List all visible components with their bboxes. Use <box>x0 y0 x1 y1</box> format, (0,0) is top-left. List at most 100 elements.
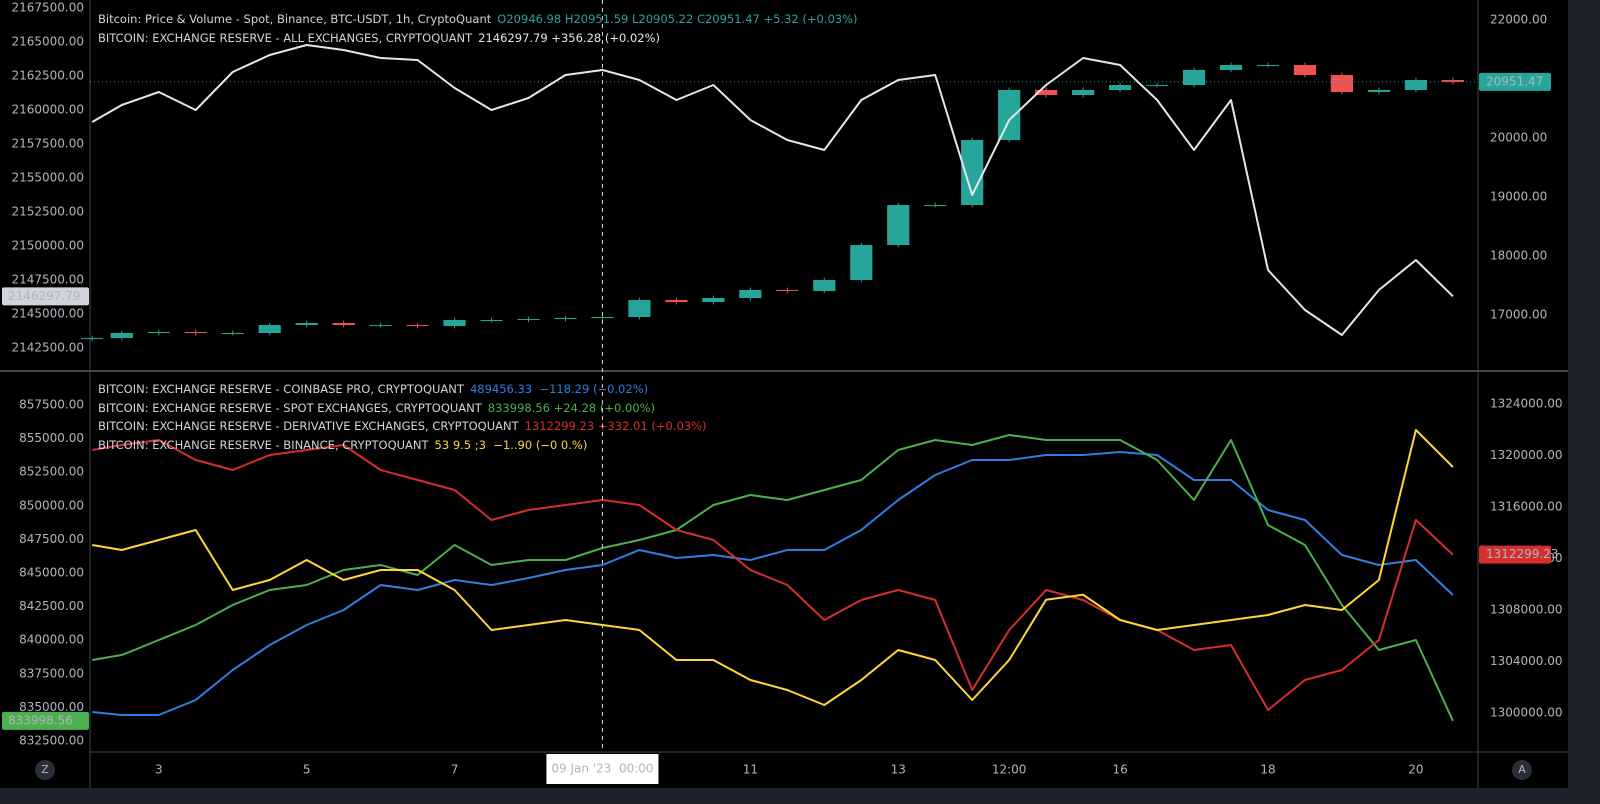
y-tick-label: 857500.00 <box>19 397 84 411</box>
x-tick-label: 18 <box>1260 763 1275 777</box>
y2-tick-label: 19000.00 <box>1490 190 1547 204</box>
candle-body <box>406 325 429 327</box>
candle-body <box>1072 89 1095 95</box>
candle-body <box>184 332 207 334</box>
y-tick-label: 835000.00 <box>19 700 84 714</box>
last-value-label: 1312299.23 <box>1486 547 1559 561</box>
y2-tick-label: 22000.00 <box>1490 13 1547 27</box>
y-tick-label: 2165000.00 <box>11 35 84 49</box>
y-tick-label: 845000.00 <box>19 565 84 579</box>
candle-body <box>110 333 133 339</box>
x-tick-label: 7 <box>451 763 459 777</box>
last-value-label: 2146297.79 <box>8 289 81 303</box>
candle-body <box>443 320 466 327</box>
y-tick-label: 842500.00 <box>19 599 84 613</box>
y-tick-label: 832500.00 <box>19 733 84 747</box>
y-tick-label: 2142500.00 <box>11 340 84 354</box>
candle-body <box>887 205 910 246</box>
candle-body <box>1256 65 1280 67</box>
candle-body <box>517 319 540 321</box>
y2-tick-label: 1316000.00 <box>1490 499 1563 513</box>
scale-button-label[interactable]: Z <box>41 763 49 776</box>
candle-body <box>665 300 688 303</box>
series-line <box>91 44 1454 336</box>
candle-body <box>739 289 762 299</box>
x-tick-label: 13 <box>891 763 906 777</box>
candle-body <box>1182 69 1206 86</box>
candle-body <box>480 320 503 322</box>
last-value-box <box>1479 72 1551 91</box>
y-tick-label: 837500.00 <box>19 666 84 680</box>
series-line <box>92 429 1454 706</box>
legend-name: BITCOIN: EXCHANGE RESERVE - SPOT EXCHANG… <box>98 401 483 415</box>
candle-body <box>776 289 799 291</box>
y-tick-label: 840000.00 <box>19 633 84 647</box>
series-line <box>92 451 1454 716</box>
y2-tick-label: 1324000.00 <box>1490 396 1563 410</box>
y-tick-label: 850000.00 <box>19 498 84 512</box>
last-value-box <box>2 711 89 730</box>
legend-name: Bitcoin: Price & Volume - Spot, Binance,… <box>98 12 492 26</box>
auto-button[interactable] <box>1512 760 1532 780</box>
y-tick-label: 2162500.00 <box>11 69 84 83</box>
legend-values: 833998.56 +24.28 (+0.00%) <box>488 401 655 415</box>
chart-background <box>0 0 1568 788</box>
legend-name: BITCOIN: EXCHANGE RESERVE - DERIVATIVE E… <box>98 419 520 433</box>
x-tick-label: 12:00 <box>992 763 1027 777</box>
legend-values: O20946.98 H20951.59 L20905.22 C20951.47 … <box>497 12 857 26</box>
candle-body <box>1145 85 1169 87</box>
legend-values: 1312299.23 +332.01 (+0.03%) <box>525 419 707 433</box>
candle-body <box>924 205 947 207</box>
x-tick-label: 20 <box>1408 763 1423 777</box>
legend-values: 53 9.5 ;3 −1..90 (−0 0.%) <box>435 438 588 452</box>
x-tick-label: 5 <box>303 763 311 777</box>
legend-entry: BITCOIN: EXCHANGE RESERVE - DERIVATIVE E… <box>98 419 707 433</box>
legend-entry: BITCOIN: EXCHANGE RESERVE - BINANCE, CRY… <box>98 438 587 452</box>
legend-entry: Bitcoin: Price & Volume - Spot, Binance,… <box>98 12 858 26</box>
legend-entry: BITCOIN: EXCHANGE RESERVE - SPOT EXCHANG… <box>98 401 655 415</box>
legend-entry: BITCOIN: EXCHANGE RESERVE - COINBASE PRO… <box>98 382 648 396</box>
legend-name: BITCOIN: EXCHANGE RESERVE - ALL EXCHANGE… <box>98 31 473 45</box>
y2-tick-label: 1304000.00 <box>1490 654 1563 668</box>
y2-tick-label: 18000.00 <box>1490 249 1547 263</box>
auto-button-label[interactable]: A <box>1518 763 1526 776</box>
series-line <box>92 434 1454 722</box>
candle-body <box>1367 89 1391 92</box>
candle-body <box>1404 80 1427 90</box>
y-tick-label: 847500.00 <box>19 532 84 546</box>
crosshair-label: 09 Jan '23 00:00 <box>551 762 653 776</box>
legend-name: BITCOIN: EXCHANGE RESERVE - COINBASE PRO… <box>98 382 465 396</box>
y2-tick-label: 17000.00 <box>1490 308 1547 322</box>
last-value-label: 833998.56 <box>8 713 73 727</box>
y-tick-label: 852500.00 <box>19 465 84 479</box>
candle-body <box>702 298 725 303</box>
candle-body <box>1109 85 1132 90</box>
y2-tick-label: 1308000.00 <box>1490 602 1563 616</box>
y-tick-label: 2145000.00 <box>11 306 84 320</box>
candle-body <box>1035 89 1058 95</box>
candle-body <box>1219 65 1243 70</box>
last-value-box <box>2 287 89 306</box>
y-tick-label: 2160000.00 <box>11 103 84 117</box>
candle-body <box>1441 80 1464 82</box>
candle-body <box>628 300 651 318</box>
scale-button[interactable] <box>35 760 55 780</box>
candle-body <box>147 332 170 334</box>
candle-body <box>1293 65 1317 75</box>
candle-body <box>850 245 873 281</box>
x-tick-label: 3 <box>155 763 163 777</box>
y-tick-label: 2147500.00 <box>11 272 84 286</box>
legend-values: 2146297.79 +356.28 (+0.02%) <box>478 31 660 45</box>
y-tick-label: 2157500.00 <box>11 137 84 151</box>
candle-body <box>369 325 392 327</box>
last-value-box <box>1479 545 1551 564</box>
x-tick-label: 11 <box>743 763 758 777</box>
candle-body <box>961 140 984 206</box>
series-line <box>92 439 1454 711</box>
legend-entry: BITCOIN: EXCHANGE RESERVE - ALL EXCHANGE… <box>98 31 660 45</box>
y-tick-label: 2155000.00 <box>11 170 84 184</box>
legend-values: 489456.33 −118.29 (−0.02%) <box>470 382 648 396</box>
y-tick-label: 2150000.00 <box>11 238 84 252</box>
y-tick-label: 2152500.00 <box>11 204 84 218</box>
